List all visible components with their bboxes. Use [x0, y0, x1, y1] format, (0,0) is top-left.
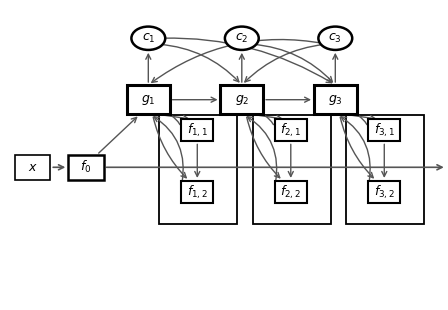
- FancyBboxPatch shape: [159, 115, 237, 224]
- Text: $f_{1,2}$: $f_{1,2}$: [187, 183, 208, 201]
- Circle shape: [131, 27, 165, 50]
- Text: $f_{1,1}$: $f_{1,1}$: [187, 122, 208, 139]
- FancyBboxPatch shape: [275, 119, 307, 141]
- Text: $f_{2,2}$: $f_{2,2}$: [280, 183, 302, 201]
- Text: $c_1$: $c_1$: [142, 32, 155, 45]
- Text: $f_{3,1}$: $f_{3,1}$: [374, 122, 395, 139]
- Circle shape: [319, 27, 352, 50]
- FancyBboxPatch shape: [220, 85, 263, 114]
- Text: $f_{2,1}$: $f_{2,1}$: [280, 122, 302, 139]
- FancyBboxPatch shape: [346, 115, 424, 224]
- Circle shape: [225, 27, 259, 50]
- FancyBboxPatch shape: [181, 119, 213, 141]
- Text: $g_1$: $g_1$: [141, 93, 155, 107]
- FancyBboxPatch shape: [68, 155, 104, 179]
- Text: $c_3$: $c_3$: [328, 32, 342, 45]
- Text: $x$: $x$: [28, 161, 38, 174]
- FancyBboxPatch shape: [314, 85, 357, 114]
- FancyBboxPatch shape: [127, 85, 170, 114]
- Text: $f_0$: $f_0$: [80, 159, 92, 175]
- FancyBboxPatch shape: [275, 181, 307, 203]
- FancyBboxPatch shape: [253, 115, 331, 224]
- FancyBboxPatch shape: [181, 181, 213, 203]
- FancyBboxPatch shape: [15, 155, 50, 179]
- Text: $g_3$: $g_3$: [328, 93, 343, 107]
- FancyBboxPatch shape: [368, 181, 401, 203]
- Text: $c_2$: $c_2$: [235, 32, 249, 45]
- FancyBboxPatch shape: [368, 119, 401, 141]
- Text: $f_{3,2}$: $f_{3,2}$: [374, 183, 395, 201]
- Text: $g_2$: $g_2$: [235, 93, 249, 107]
